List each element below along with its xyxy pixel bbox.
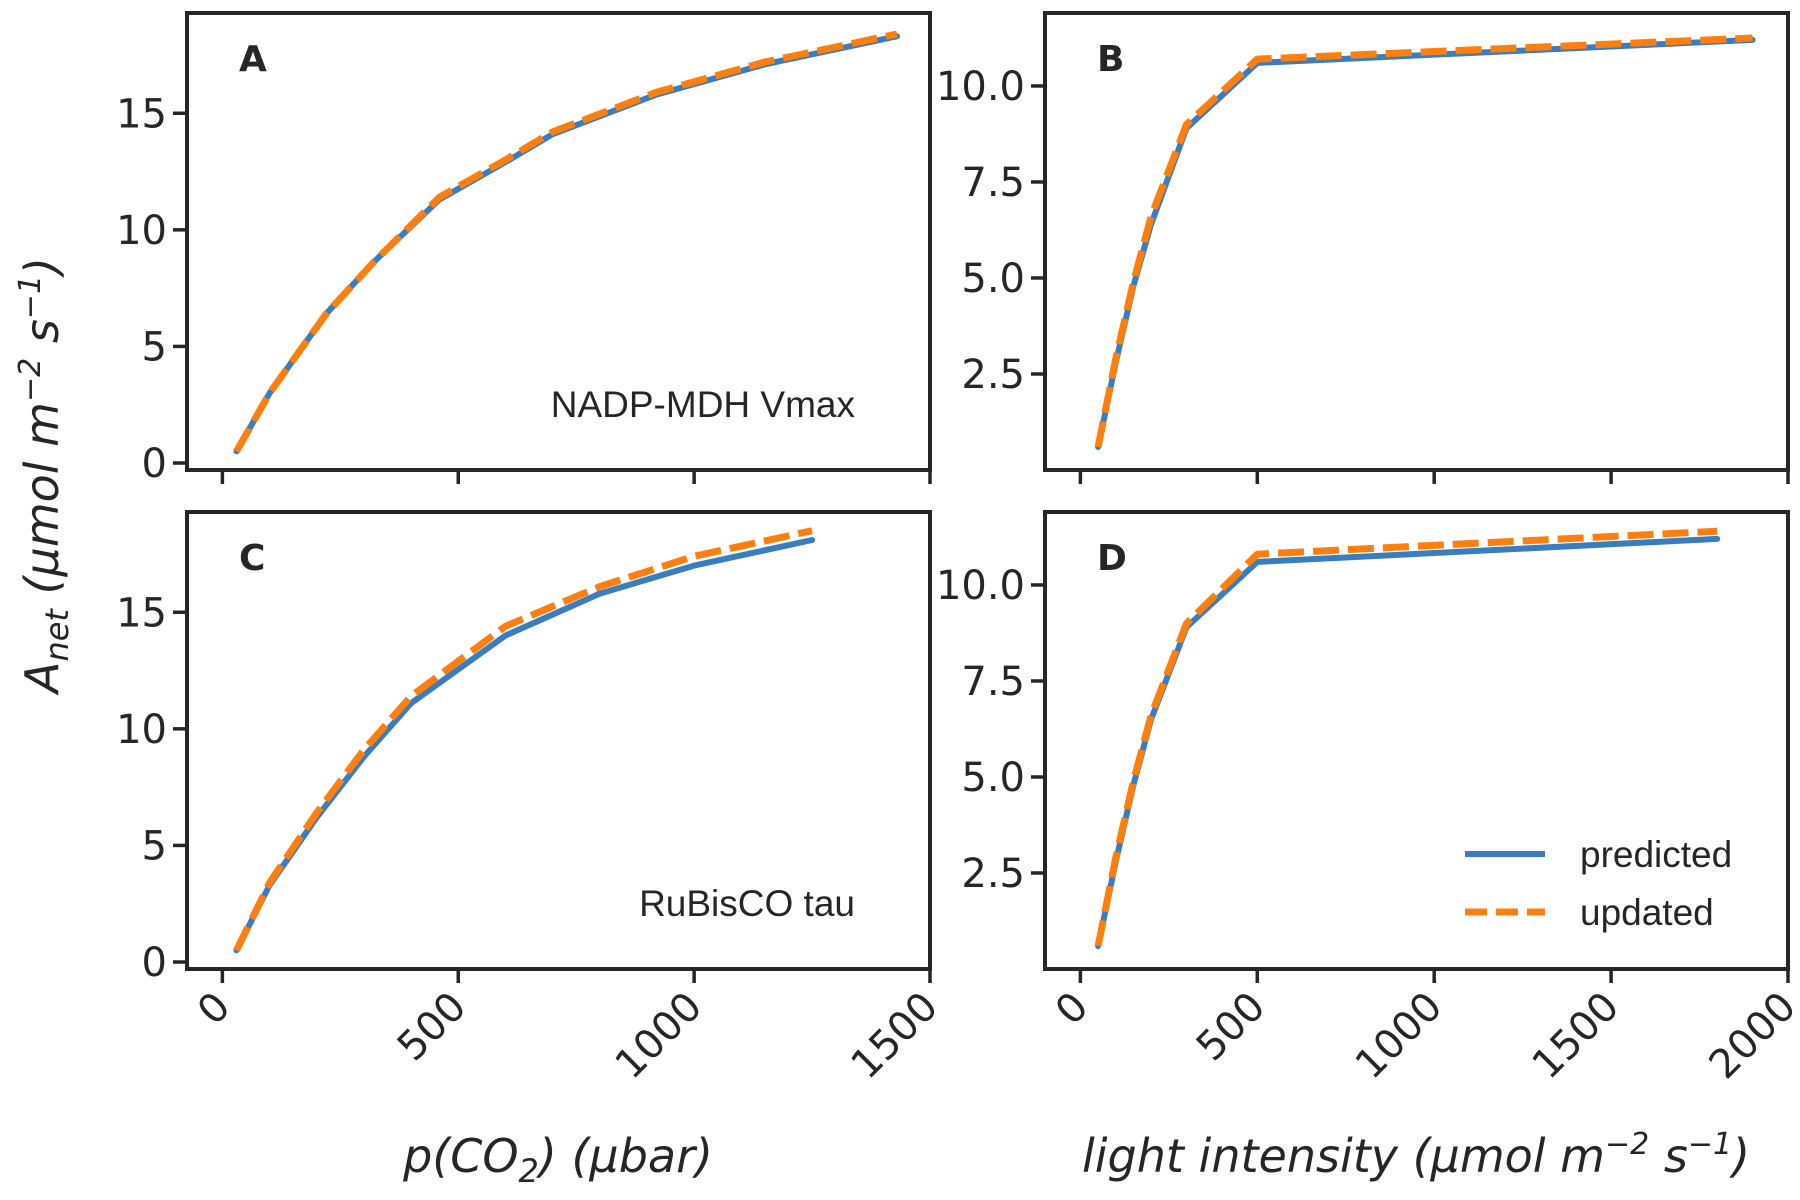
y-tick-label: 15 (116, 590, 167, 636)
series-line-predicted-b (1095, 36, 1756, 450)
series-line-updated-d (1094, 527, 1718, 947)
panel-a: 0 5 10 15 A NADP-MDH Vmax (116, 11, 932, 487)
x-tick-label: 1500 (843, 984, 948, 1089)
axes-frame (1043, 11, 1790, 472)
y-tick-label: 5 (142, 324, 167, 370)
x-tick-label: 500 (1188, 984, 1275, 1071)
panel-letter: B (1097, 39, 1124, 80)
y-tick-label: 2.5 (961, 352, 1025, 398)
panel-letter: D (1097, 538, 1127, 579)
panel-b: 2.5 5.0 7.5 10.0 B (936, 11, 1790, 484)
y-tick-label: 7.5 (961, 160, 1025, 206)
y-tick-label: 10.0 (936, 64, 1025, 110)
y-axis-label: Anet (μmol m−2 s−1) (13, 257, 76, 696)
x-tick-label: 0 (189, 984, 240, 1035)
axes-frame (185, 11, 932, 472)
legend-label-updated: updated (1580, 892, 1714, 933)
y-tick-label: 5.0 (961, 755, 1025, 801)
x-tick-label: 500 (389, 984, 476, 1071)
x-tick-label: 2000 (1701, 984, 1800, 1089)
x-axis-label-right: light intensity (μmol m−2 s−1) (1082, 1127, 1750, 1183)
series-line-predicted-c (233, 537, 816, 954)
panel-letter: C (239, 538, 265, 579)
series-line-updated-a (233, 30, 898, 454)
panel-annotation: RuBisCO tau (639, 883, 855, 924)
legend-label-predicted: predicted (1580, 834, 1732, 875)
y-tick-label: 5 (142, 823, 167, 869)
y-tick-label: 10 (116, 208, 167, 254)
x-tick-label: 1500 (1524, 984, 1629, 1089)
x-tick-label: 0 (1047, 984, 1098, 1035)
series-line-predicted-d (1095, 535, 1721, 949)
axes-frame (185, 510, 932, 971)
y-tick-label: 0 (142, 940, 167, 986)
series-line-updated-c (233, 527, 813, 952)
panel-c: 0 5 10 15 0 500 1000 1500 C RuBisCO tau (116, 510, 948, 1089)
y-tick-label: 7.5 (961, 659, 1025, 705)
axes-frame (1043, 510, 1790, 971)
y-tick-label: 15 (116, 91, 167, 137)
y-tick-label: 10.0 (936, 563, 1025, 609)
legend: predicted updated (1465, 834, 1732, 933)
x-tick-label: 1000 (607, 984, 712, 1089)
panel-letter: A (239, 39, 267, 80)
y-tick-label: 2.5 (961, 851, 1025, 897)
series-line-updated-b (1094, 34, 1753, 448)
y-tick-label: 0 (142, 441, 167, 487)
panel-annotation: NADP-MDH Vmax (551, 384, 856, 425)
x-axis-label-left: p(CO2) (μbar) (402, 1129, 713, 1190)
y-tick-label: 5.0 (961, 256, 1025, 302)
x-tick-label: 1000 (1347, 984, 1452, 1089)
y-tick-label: 10 (116, 707, 167, 753)
